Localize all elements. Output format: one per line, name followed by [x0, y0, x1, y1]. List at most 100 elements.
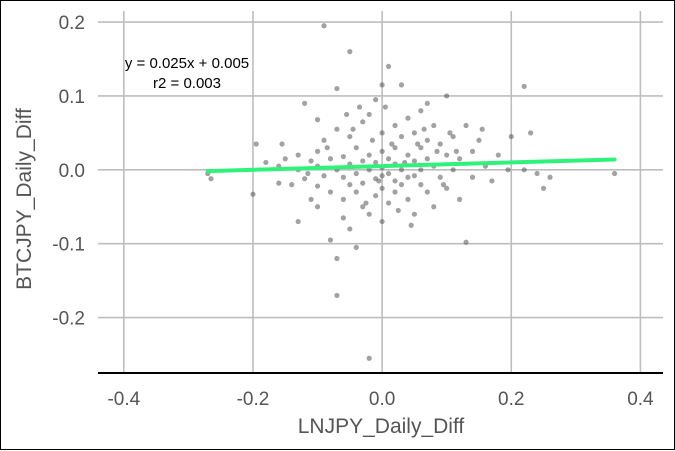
data-point [385, 156, 392, 162]
data-point [392, 178, 398, 184]
data-point [411, 158, 417, 164]
data-point [469, 148, 476, 154]
data-point [302, 176, 308, 182]
data-point [385, 170, 392, 177]
data-point [418, 145, 424, 151]
data-point [508, 133, 514, 140]
data-point [424, 100, 430, 106]
data-point [314, 117, 321, 123]
data-point [289, 182, 295, 188]
data-point [379, 130, 385, 136]
data-point [379, 173, 385, 179]
data-point [344, 111, 350, 118]
data-point [447, 130, 453, 136]
data-point [444, 185, 450, 191]
data-point [398, 82, 405, 88]
data-point [350, 126, 356, 132]
data-point [411, 211, 417, 217]
data-point [395, 207, 401, 214]
data-point [431, 122, 437, 129]
data-point [295, 218, 301, 225]
data-points [205, 23, 618, 361]
data-point [463, 239, 469, 245]
data-point [444, 152, 450, 158]
data-point [360, 180, 366, 186]
data-point [360, 119, 366, 125]
data-point [321, 23, 327, 29]
data-point [521, 167, 527, 173]
y-tick-label: 0.0 [59, 161, 85, 182]
data-point [385, 63, 392, 70]
data-point [373, 97, 379, 103]
data-point [366, 355, 372, 361]
data-point [457, 156, 463, 162]
data-point [379, 185, 385, 191]
data-point [334, 126, 340, 132]
data-point [476, 137, 482, 143]
data-point [405, 152, 411, 158]
x-tick-label: -0.2 [237, 389, 270, 410]
data-point [405, 196, 411, 202]
data-point [463, 122, 469, 129]
data-point [327, 156, 334, 162]
data-point [356, 104, 363, 110]
data-point [353, 170, 359, 177]
data-point [528, 130, 534, 136]
data-point [363, 200, 369, 206]
data-point [334, 85, 340, 92]
data-point [347, 49, 353, 55]
data-point [547, 174, 553, 180]
data-point [418, 108, 424, 114]
data-point [450, 133, 456, 140]
data-point [444, 93, 450, 99]
data-point [360, 204, 366, 210]
data-point [457, 196, 463, 202]
data-point [308, 196, 314, 202]
data-point [314, 204, 321, 210]
data-point [379, 148, 385, 154]
data-point [321, 173, 327, 179]
data-point [369, 137, 376, 143]
data-point [327, 237, 334, 243]
equation-annotation: y = 0.025x + 0.005 [125, 55, 249, 72]
data-point [418, 167, 424, 173]
data-point [347, 182, 353, 188]
x-axis-title: LNJPY_Daily_Diff [298, 415, 465, 438]
data-point [314, 148, 321, 154]
y-tick-label: -0.2 [52, 309, 85, 330]
x-tick-label: 0.0 [369, 389, 395, 410]
x-tick-labels: -0.4 -0.2 0.0 0.2 0.4 [107, 389, 654, 410]
data-point [340, 215, 346, 221]
regression-line [205, 157, 617, 174]
data-point [353, 145, 359, 151]
data-point [253, 141, 259, 147]
data-point [389, 141, 395, 147]
data-point [208, 176, 214, 182]
data-point [305, 170, 311, 177]
data-point [453, 148, 459, 154]
data-point [408, 222, 414, 228]
data-point [411, 173, 417, 179]
data-point [282, 156, 288, 162]
data-point [250, 191, 256, 197]
data-point [382, 104, 388, 110]
data-point [405, 115, 411, 121]
data-point [334, 255, 340, 262]
data-point [418, 182, 424, 188]
data-point [495, 152, 501, 158]
y-tick-label: 0.1 [59, 87, 85, 108]
data-point [450, 167, 456, 173]
data-point [327, 189, 334, 195]
data-point [295, 152, 301, 158]
data-point [340, 153, 346, 160]
data-point [440, 182, 447, 188]
data-point [540, 185, 547, 191]
data-point [398, 133, 405, 140]
data-point [334, 292, 340, 299]
data-point [534, 170, 540, 177]
y-tick-label: -0.1 [52, 235, 85, 256]
data-point [324, 145, 330, 151]
data-point [353, 244, 359, 251]
data-point [424, 189, 430, 195]
